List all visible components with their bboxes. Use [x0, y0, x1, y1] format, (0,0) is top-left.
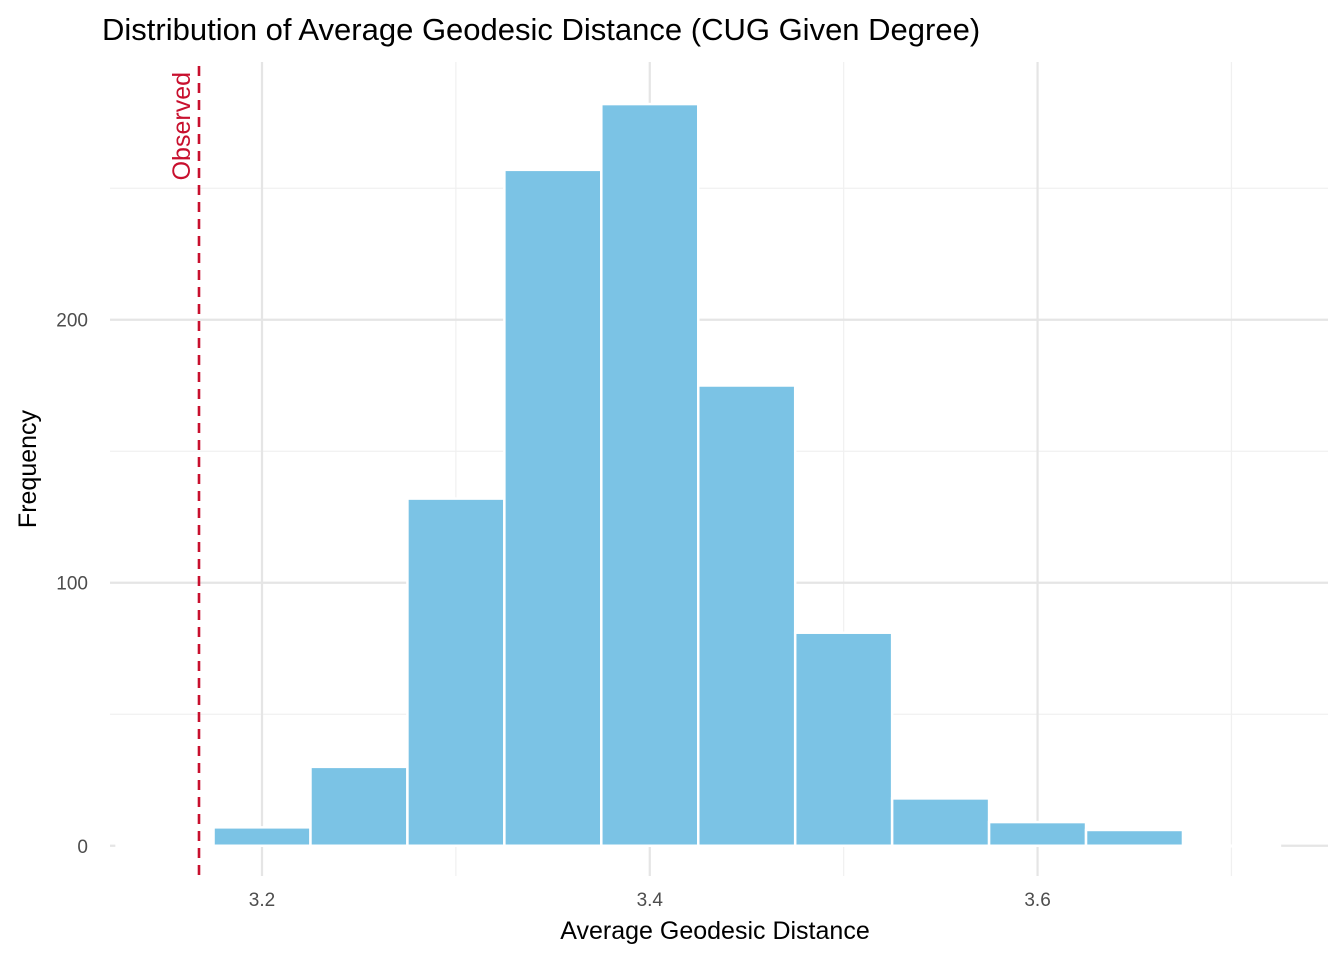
histogram-bar-2: [309, 765, 409, 848]
histogram-bar-9: [987, 820, 1088, 848]
bar-layer: [115, 102, 1282, 848]
histogram-bar-0: [115, 844, 215, 848]
y-tick-label-1: 100: [56, 574, 88, 595]
histogram-bar-5: [600, 102, 700, 848]
x-tick-label-1: 3.4: [637, 890, 664, 911]
histogram-bar-11: [1181, 844, 1282, 848]
histogram-bar-10: [1084, 828, 1185, 848]
histogram-bar-8: [890, 797, 991, 848]
observed-label: Observed: [168, 72, 196, 180]
observed-layer: Observed: [168, 66, 201, 876]
x-axis-title: Average Geodesic Distance: [560, 917, 869, 945]
histogram-bar-1: [212, 826, 312, 848]
histogram-bar-4: [503, 168, 603, 848]
tick-label-layer: 0 100 200 3.2 3.4 3.6: [56, 311, 1050, 911]
y-tick-label-0: 0: [77, 837, 88, 858]
y-axis-title: Frequency: [14, 409, 42, 528]
chart-title: Distribution of Average Geodesic Distanc…: [102, 12, 980, 47]
histogram-bar-6: [697, 384, 797, 848]
x-tick-label-0: 3.2: [249, 890, 275, 911]
y-tick-label-2: 200: [56, 311, 88, 332]
x-tick-label-2: 3.6: [1024, 890, 1050, 911]
histogram-bar-3: [406, 497, 506, 848]
histogram-bar-7: [793, 631, 894, 848]
